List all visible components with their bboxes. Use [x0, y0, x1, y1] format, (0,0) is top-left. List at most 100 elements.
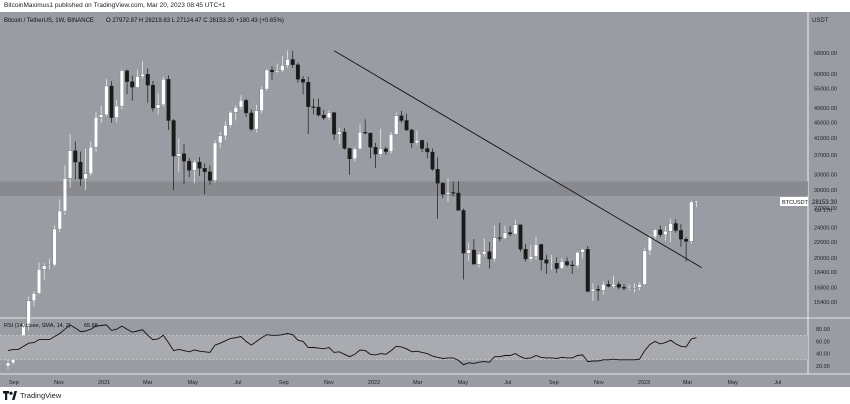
candle-body — [140, 74, 145, 77]
candle-body — [383, 148, 388, 152]
candle-body — [658, 229, 663, 235]
candle-body — [130, 81, 135, 88]
candle-body — [321, 114, 326, 119]
rsi-line — [7, 324, 697, 366]
candle-body — [6, 362, 10, 367]
rsi-tick-label: 20.00 — [816, 364, 830, 370]
candle-body — [295, 64, 300, 80]
candle-body — [409, 129, 414, 144]
symbol-tag: BTCUSDT — [782, 200, 809, 206]
candle-body — [104, 85, 109, 115]
candle-body — [197, 161, 202, 169]
candle-body — [668, 223, 673, 232]
tradingview-logo-icon — [3, 391, 17, 400]
descending-trendline[interactable] — [333, 50, 702, 269]
time-tick-label: 2023 — [638, 380, 650, 386]
candle-body — [301, 79, 306, 83]
publish-header: BitcoinMaximus1 published on TradingView… — [0, 0, 850, 12]
candle-body — [627, 287, 632, 289]
time-tick-label: Jul — [774, 380, 781, 386]
candle-body — [632, 287, 637, 289]
price-chart-svg[interactable]: 68000.00 60000.00 55000.00 49000.00 45000.00… — [0, 12, 850, 387]
candles-group — [6, 50, 699, 370]
candle-body — [26, 300, 31, 327]
time-tick-label: 2022 — [368, 380, 380, 386]
rsi-tick-label: 40.00 — [816, 352, 830, 358]
candle-body — [78, 161, 83, 180]
time-tick-label: May — [188, 380, 199, 386]
candle-body — [653, 229, 658, 238]
price-tick-label: 27000.00 — [814, 206, 837, 212]
candle-body — [425, 148, 430, 153]
candle-body — [358, 132, 362, 150]
price-tick-label: 20000.00 — [814, 256, 837, 262]
candle-body — [456, 192, 461, 211]
candle-body — [238, 100, 243, 108]
time-tick-label: Sep — [549, 380, 559, 386]
candle-body — [378, 148, 383, 155]
candle-body — [213, 142, 218, 181]
candle-body — [368, 132, 373, 148]
candle-body — [202, 168, 207, 172]
candle-body — [647, 236, 652, 251]
rsi-axis: 80.00 60.00 40.00 20.00 — [816, 327, 830, 370]
chart-area[interactable]: 68000.00 60000.00 55000.00 49000.00 45000.00… — [0, 12, 850, 387]
symbol-tag-box — [780, 197, 808, 206]
candle-body — [233, 107, 238, 113]
candle-body — [689, 201, 694, 242]
candle-body — [575, 252, 580, 267]
candle-body — [694, 200, 699, 203]
candle-body — [559, 261, 564, 269]
time-tick-label: Jul — [234, 380, 241, 386]
candle-body — [513, 224, 518, 235]
candle-body — [62, 178, 67, 212]
candle-body — [678, 230, 683, 240]
price-tick-label: 68000.00 — [814, 51, 837, 57]
candle-body — [482, 251, 487, 255]
candle-body — [673, 223, 678, 231]
candle-body — [31, 293, 36, 301]
candle-body — [135, 76, 140, 88]
candle-body — [342, 131, 347, 149]
price-tick-label: 18400.00 — [814, 270, 837, 276]
candle-body — [502, 232, 507, 239]
candle-body — [171, 120, 176, 157]
candle-body — [440, 182, 445, 195]
support-band — [0, 181, 808, 196]
candle-body — [156, 104, 161, 109]
candle-body — [37, 269, 42, 294]
rsi-label: RSI (14, close, SMA, 14, 2) — [4, 323, 71, 329]
time-tick-label: May — [728, 380, 739, 386]
candle-body — [534, 244, 538, 257]
candle-body — [311, 106, 316, 108]
candle-body — [275, 70, 280, 73]
candle-body — [523, 249, 528, 260]
candle-body — [466, 249, 471, 254]
candle-body — [150, 84, 155, 109]
candle-body — [114, 105, 119, 118]
candle-body — [290, 59, 295, 65]
candle-body — [306, 82, 311, 107]
candle-body — [430, 151, 435, 170]
time-axis[interactable]: Sep Nov 2021 Mar May Jul Sep Nov 2022 Mar May Jul Se… — [9, 380, 781, 386]
time-tick-label: Sep — [9, 380, 19, 386]
candle-body — [461, 210, 466, 254]
candle-body — [166, 79, 171, 121]
candle-body — [280, 65, 285, 71]
candle-body — [477, 253, 482, 265]
time-tick-label: May — [458, 380, 469, 386]
price-tick-label: 16800.00 — [814, 285, 837, 291]
candle-body — [471, 249, 476, 265]
candle-body — [270, 69, 274, 73]
rsi-value: 65.88 — [84, 323, 98, 329]
price-axis[interactable]: 68000.00 60000.00 55000.00 49000.00 45000.00… — [814, 51, 837, 306]
candle-body — [94, 117, 98, 148]
candle-body — [244, 100, 249, 114]
candle-body — [316, 106, 321, 116]
candle-body — [363, 132, 368, 134]
candle-body — [176, 153, 181, 157]
candle-body — [606, 284, 611, 287]
candle-body — [352, 148, 357, 159]
candle-body — [642, 250, 647, 285]
price-tick-label: 15400.00 — [814, 300, 837, 306]
